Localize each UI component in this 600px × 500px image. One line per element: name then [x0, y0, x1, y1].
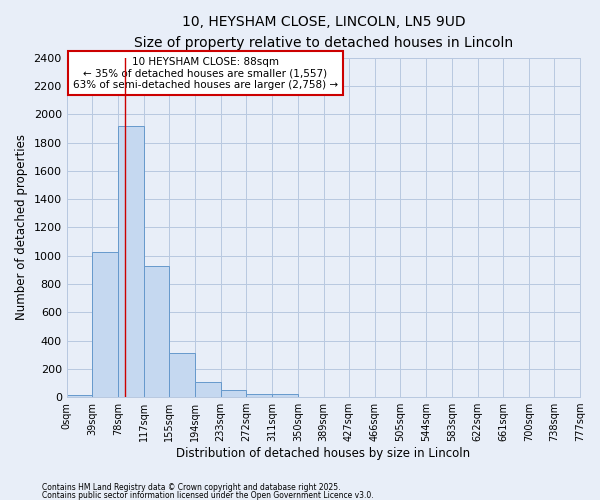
Bar: [195, 382, 221, 397]
Bar: [144, 266, 169, 397]
Text: 10 HEYSHAM CLOSE: 88sqm
← 35% of detached houses are smaller (1,557)
63% of semi: 10 HEYSHAM CLOSE: 88sqm ← 35% of detache…: [73, 56, 338, 90]
Bar: [67, 395, 92, 397]
Bar: [118, 126, 144, 397]
Bar: [92, 252, 118, 397]
Bar: [169, 353, 195, 397]
Text: Contains public sector information licensed under the Open Government Licence v3: Contains public sector information licen…: [42, 490, 374, 500]
Bar: [247, 394, 272, 397]
Y-axis label: Number of detached properties: Number of detached properties: [15, 134, 28, 320]
Title: 10, HEYSHAM CLOSE, LINCOLN, LN5 9UD
Size of property relative to detached houses: 10, HEYSHAM CLOSE, LINCOLN, LN5 9UD Size…: [134, 15, 513, 50]
X-axis label: Distribution of detached houses by size in Lincoln: Distribution of detached houses by size …: [176, 447, 470, 460]
Text: Contains HM Land Registry data © Crown copyright and database right 2025.: Contains HM Land Registry data © Crown c…: [42, 484, 341, 492]
Bar: [272, 394, 298, 397]
Bar: [221, 390, 247, 397]
